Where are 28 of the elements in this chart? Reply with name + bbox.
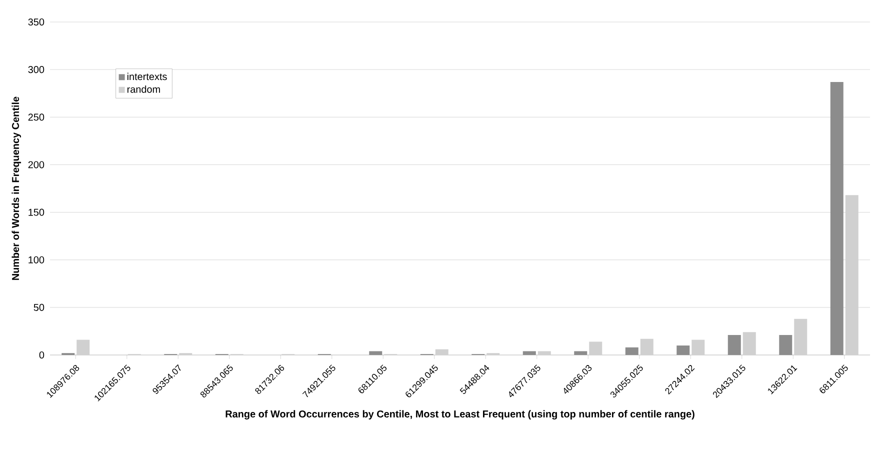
bar bbox=[574, 351, 588, 355]
bar bbox=[522, 351, 536, 355]
bar bbox=[728, 335, 741, 355]
bar bbox=[742, 332, 756, 355]
legend-label: random bbox=[127, 86, 160, 93]
y-tick-label: 250 bbox=[28, 114, 44, 121]
bar bbox=[589, 342, 602, 355]
bar bbox=[794, 318, 808, 355]
bar bbox=[830, 82, 844, 355]
legend-label: intertexts bbox=[127, 72, 167, 80]
y-tick-label: 100 bbox=[28, 256, 44, 264]
bar bbox=[76, 340, 90, 355]
bar bbox=[640, 338, 654, 355]
x-axis-title: Range of Word Occurrences by Centile, Most to Least Frequent (using top number of centile range) bbox=[226, 410, 694, 420]
bar bbox=[779, 335, 792, 355]
bar bbox=[692, 340, 705, 355]
bar bbox=[369, 351, 382, 355]
y-tick-label: 200 bbox=[28, 161, 44, 168]
y-tick-label: 50 bbox=[34, 304, 44, 311]
y-tick-label: 350 bbox=[28, 18, 44, 26]
y-tick-label: 300 bbox=[28, 66, 44, 74]
y-tick-label: 0 bbox=[39, 351, 44, 359]
y-tick-label: 150 bbox=[28, 208, 44, 216]
y-axis-title: Number of Words in Frequency Centile bbox=[12, 96, 22, 280]
bar bbox=[676, 345, 690, 355]
bar bbox=[538, 351, 551, 355]
bar bbox=[435, 349, 448, 355]
bar bbox=[625, 347, 638, 355]
